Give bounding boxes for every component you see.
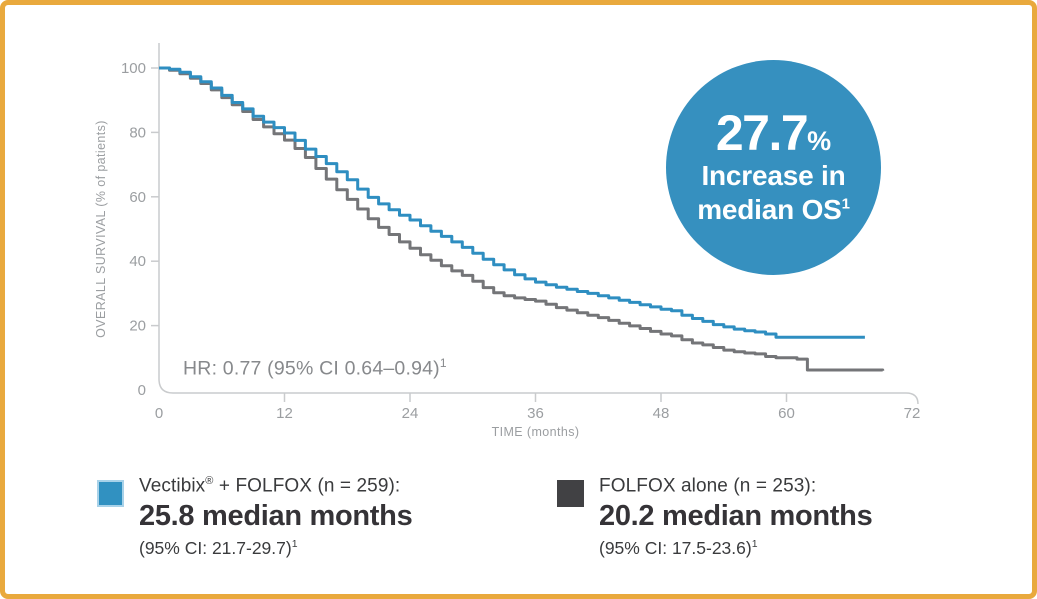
y-tick-label: 60 [129,189,146,206]
legend-label: FOLFOX alone (n = 253): [599,475,872,498]
x-tick-label: 48 [653,405,670,422]
x-tick-label: 72 [904,405,921,422]
y-axis-title: OVERALL SURVIVAL (% of patients) [94,120,108,338]
legend-text-block: FOLFOX alone (n = 253): 20.2 median mont… [599,475,873,557]
legend-item-vectibix-folfox: Vectibix® + FOLFOX (n = 259): 25.8 media… [97,475,413,557]
percent-sign: % [807,125,832,156]
badge-caption-line2-text: median OS [697,194,842,225]
badge-value: 27.7 [715,104,809,161]
y-tick-label: 20 [129,318,146,335]
survival-chart-canvas: 0 20 40 60 80 100 0 12 24 36 48 60 72 OVERALL SURVIVA… [94,43,921,439]
series-curve-vectibix-folfox-n-259 [159,66,865,339]
legend-ci-superscript: 1 [751,538,758,551]
legend-swatch-blue [97,480,124,507]
legend-text-block: Vectibix® + FOLFOX (n = 259): 25.8 media… [139,475,413,557]
badge-caption-line1: Increase in [701,159,846,191]
y-tick-label: 100 [121,60,146,77]
x-tick-label: 0 [155,405,163,422]
x-tick-label: 36 [527,405,544,422]
badge-caption-line2: median OS1 [697,193,850,227]
legend-item-folfox-alone: FOLFOX alone (n = 253): 20.2 median mont… [557,475,873,557]
y-tick-label: 0 [138,382,146,399]
x-tick-label: 60 [778,405,795,422]
y-tick-label: 80 [129,124,146,141]
hr-annotation-superscript: 1 [439,356,447,370]
y-tick-label: 40 [129,253,146,270]
x-tick-label: 24 [402,405,419,422]
legend-ci-text: (95% CI: 21.7-29.7) [139,537,292,558]
badge-superscript: 1 [841,195,850,213]
legend-median-value: 25.8 median months [139,500,413,533]
legend-label: Vectibix® + FOLFOX (n = 259): [139,475,412,498]
os-increase-badge: 27.7% Increase in median OS1 [666,60,881,275]
legend-ci-text: (95% CI: 17.5-23.6) [599,537,752,558]
legend-label-rest: + FOLFOX (n = 259): [213,475,401,497]
hr-annotation: HR: 0.77 (95% CI 0.64–0.94)1 [183,356,447,381]
axis-lines [158,43,919,405]
x-axis-title: TIME (months) [492,425,580,439]
legend-brand: Vectibix [139,475,206,497]
legend-ci-superscript: 1 [291,538,298,551]
x-tick-label: 12 [276,405,293,422]
hr-annotation-text: HR: 0.77 (95% CI 0.64–0.94) [183,357,440,380]
series-curve-folfox-alone-n-253 [159,66,885,372]
legend-swatch-gray [557,480,584,507]
legend-ci: (95% CI: 17.5-23.6)1 [599,539,872,557]
legend-median-value: 20.2 median months [599,500,873,533]
legend-ci: (95% CI: 21.7-29.7)1 [139,539,412,557]
registered-mark: ® [205,475,214,487]
legend-label-rest: FOLFOX alone (n = 253): [599,475,817,497]
badge-percentage: 27.7% [715,104,832,161]
